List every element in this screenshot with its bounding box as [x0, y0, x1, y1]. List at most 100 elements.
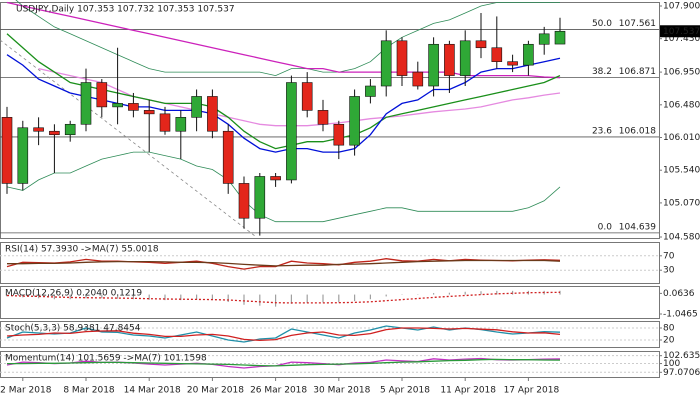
macd-bar — [448, 292, 450, 295]
x-tick-label: 20 Mar 2018 — [187, 386, 244, 396]
y-tick-label: 97.0706 — [663, 368, 700, 378]
panel-frame — [0, 2, 660, 239]
candle-body — [49, 130, 60, 136]
candle-body — [128, 103, 139, 111]
candle-body — [349, 96, 360, 146]
candle-body — [33, 127, 44, 132]
macd-bar — [53, 294, 55, 300]
candle-body — [475, 40, 487, 49]
candle-body — [459, 40, 471, 76]
candle-body — [254, 176, 266, 219]
x-tick-label: 17 Apr 2018 — [504, 386, 560, 396]
y-tick-label: 107.900 — [663, 2, 700, 12]
candle-body — [491, 47, 503, 62]
panel-title: MACD(12,26,9) 0.2040 0.1219 — [5, 289, 142, 299]
macd-bar — [38, 294, 40, 299]
candle-body — [317, 110, 329, 125]
panel-frame — [0, 321, 660, 348]
indicator-line — [6, 291, 561, 304]
panel-frame — [0, 242, 660, 284]
candle-body — [96, 82, 108, 108]
candle-body — [80, 82, 92, 125]
candle-body — [365, 85, 376, 97]
panel-title: USDJPY,Daily 107.353 107.732 107.353 107… — [16, 5, 235, 15]
macd-bar — [69, 294, 71, 300]
macd-bar — [148, 294, 150, 300]
macd-bar — [243, 294, 245, 305]
macd-bar — [164, 294, 166, 301]
candle-body — [159, 113, 171, 132]
macd-bar — [306, 294, 308, 303]
candle-body — [17, 127, 29, 184]
last-price: 107.537 — [663, 27, 700, 37]
macd-bar — [354, 294, 356, 302]
panel-title: Stoch(5,3,3) 58.9381 47.8454 — [5, 324, 141, 334]
macd-bar — [227, 294, 229, 302]
fib-value: 106.871 — [619, 67, 656, 77]
y-tick-label: -1.0465 — [663, 310, 698, 320]
candle-body — [428, 43, 439, 87]
y-tick-label: 105.540 — [663, 166, 700, 176]
indicator-line — [7, 358, 561, 367]
candle-body — [412, 71, 424, 87]
candle-body — [175, 117, 187, 132]
y-tick-label: 104.580 — [663, 233, 700, 243]
indicator-line — [38, 67, 561, 127]
macd-bar — [211, 294, 213, 301]
candle-body — [64, 123, 76, 136]
y-tick-label: 80 — [663, 324, 675, 334]
candle-body — [396, 40, 408, 76]
candle-body — [444, 43, 455, 76]
macd-bar — [101, 294, 103, 299]
y-tick-label: 0.0636 — [663, 289, 695, 299]
macd-bar — [369, 294, 371, 300]
candle-body — [1, 117, 13, 184]
x-tick-label: 8 Mar 2018 — [63, 386, 115, 396]
candle-body — [112, 103, 123, 108]
macd-bar — [433, 293, 435, 295]
candle-body — [238, 183, 250, 219]
macd-bar — [290, 294, 292, 304]
macd-bar — [496, 290, 498, 295]
candle-body — [207, 96, 218, 132]
panel-title: RSI(14) 57.3930 ->MA(7) 55.0018 — [5, 245, 159, 255]
fib-value: 106.018 — [619, 126, 656, 136]
fib-ratio: 0.0 — [598, 222, 613, 232]
macd-bar — [512, 290, 514, 295]
macd-bar — [259, 294, 261, 306]
indicator-line — [15, 0, 560, 77]
y-tick-label: 100 — [663, 359, 680, 369]
x-tick-label: 5 Apr 2018 — [380, 386, 430, 396]
candle-body — [270, 176, 281, 181]
y-tick-label: 70 — [663, 251, 675, 261]
y-tick-label: 106.950 — [663, 68, 700, 78]
macd-bar — [385, 294, 387, 297]
macd-bar — [132, 294, 134, 300]
macd-bar — [22, 294, 24, 298]
candle-body — [538, 33, 550, 45]
candle-body — [333, 123, 345, 146]
y-tick-label: 102.6359 — [663, 351, 700, 361]
fib-ratio: 23.6 — [592, 126, 612, 136]
candle-body — [191, 96, 202, 118]
candle-body — [554, 30, 566, 45]
candle-body — [507, 61, 518, 66]
fib-ratio: 38.2 — [592, 67, 612, 77]
y-tick-label: 106.010 — [663, 133, 700, 143]
macd-bar — [338, 294, 340, 303]
panel-frame — [0, 286, 660, 319]
indicator-line — [6, 327, 561, 342]
candle-body — [222, 130, 234, 184]
fib-ratio: 50.0 — [592, 19, 612, 29]
y-tick-label: 20 — [663, 336, 675, 346]
macd-bar — [464, 291, 466, 295]
last-price-box — [660, 25, 700, 38]
x-tick-label: 11 Apr 2018 — [440, 386, 496, 396]
fib-value: 107.561 — [619, 19, 656, 29]
macd-bar — [117, 294, 119, 299]
x-tick-label: 2 Mar 2018 — [0, 386, 52, 396]
candle-body — [143, 110, 155, 115]
y-tick-label: 106.480 — [663, 100, 700, 110]
y-tick-label: 30 — [663, 266, 675, 276]
